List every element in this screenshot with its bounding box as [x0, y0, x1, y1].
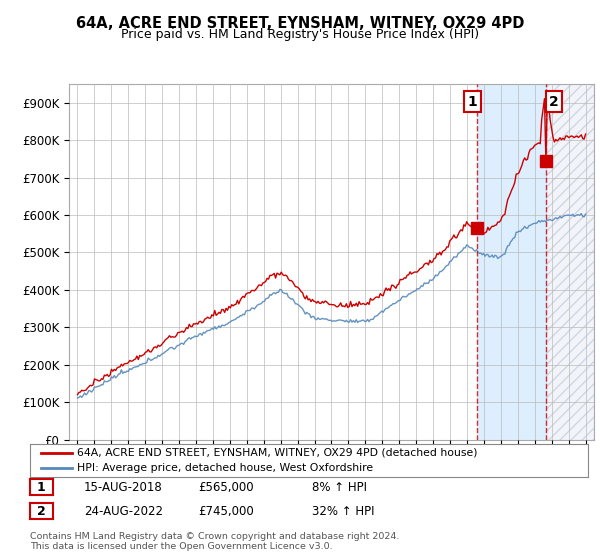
Text: Contains HM Land Registry data © Crown copyright and database right 2024.
This d: Contains HM Land Registry data © Crown c…: [30, 532, 400, 552]
Text: 32% ↑ HPI: 32% ↑ HPI: [312, 505, 374, 518]
Text: £565,000: £565,000: [198, 480, 254, 494]
Text: 15-AUG-2018: 15-AUG-2018: [84, 480, 163, 494]
Text: 64A, ACRE END STREET, EYNSHAM, WITNEY, OX29 4PD: 64A, ACRE END STREET, EYNSHAM, WITNEY, O…: [76, 16, 524, 31]
Bar: [478, 84, 545, 440]
Bar: [545, 84, 594, 440]
Text: 1: 1: [467, 95, 477, 109]
Text: 64A, ACRE END STREET, EYNSHAM, WITNEY, OX29 4PD (detached house): 64A, ACRE END STREET, EYNSHAM, WITNEY, O…: [77, 447, 478, 458]
Text: 8% ↑ HPI: 8% ↑ HPI: [312, 480, 367, 494]
Text: 2: 2: [37, 505, 46, 518]
Text: 1: 1: [37, 480, 46, 494]
Text: HPI: Average price, detached house, West Oxfordshire: HPI: Average price, detached house, West…: [77, 463, 374, 473]
Text: 24-AUG-2022: 24-AUG-2022: [84, 505, 163, 518]
Text: Price paid vs. HM Land Registry's House Price Index (HPI): Price paid vs. HM Land Registry's House …: [121, 28, 479, 41]
Text: 2: 2: [549, 95, 559, 109]
Bar: [545, 84, 594, 440]
Text: £745,000: £745,000: [198, 505, 254, 518]
